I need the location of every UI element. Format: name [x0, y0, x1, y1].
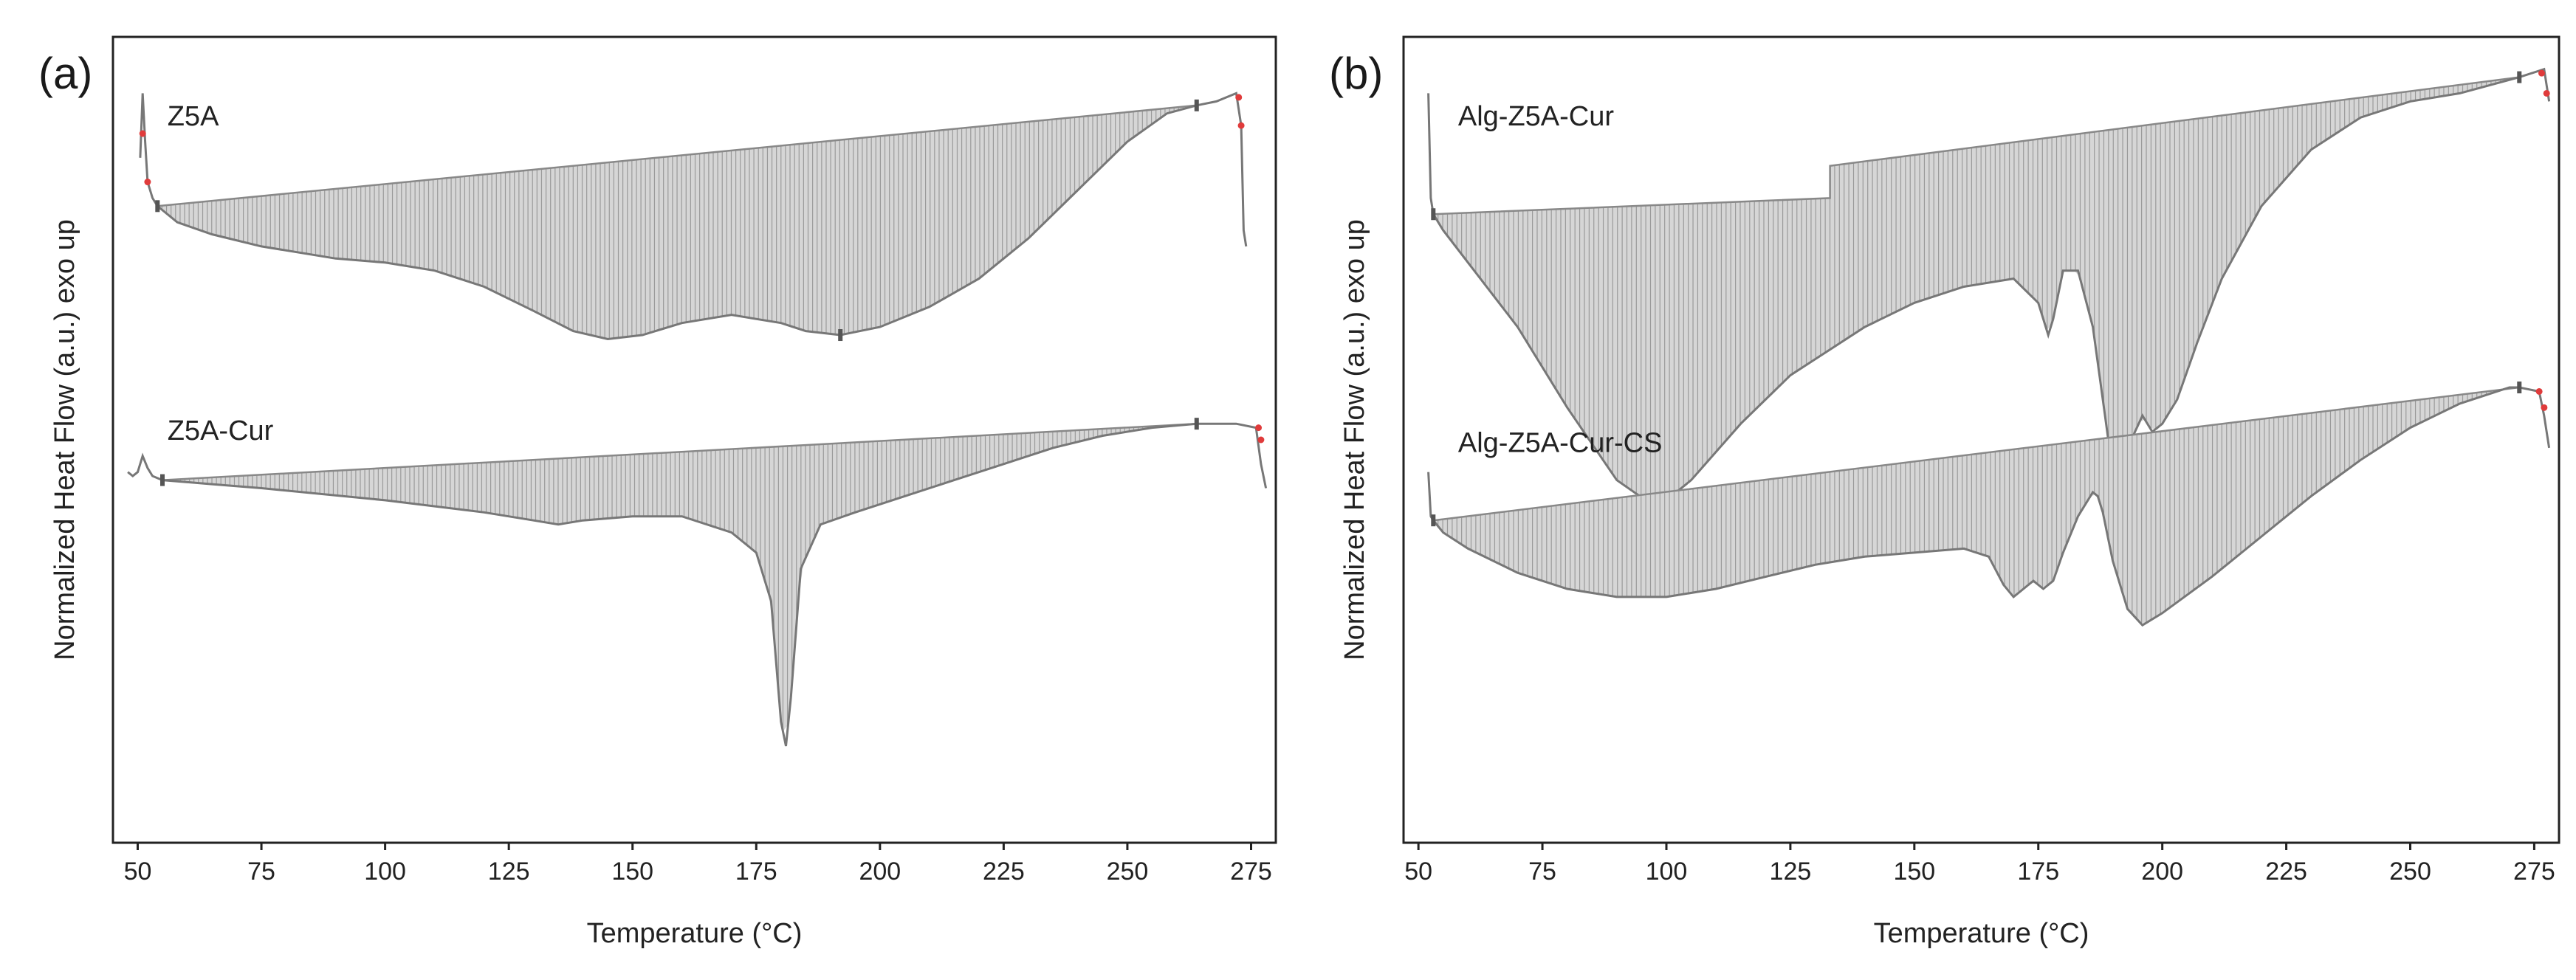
x-tick-label: 275 [2513, 858, 2555, 886]
x-axis-title: Temperature (°C) [587, 918, 803, 949]
x-tick-label: 50 [1404, 858, 1432, 886]
curve-label: Z5A [168, 101, 219, 132]
event-marker [1237, 122, 1245, 129]
x-tick-label: 150 [611, 858, 653, 886]
event-marker [139, 130, 146, 137]
integration-baseline [162, 422, 1197, 481]
dsc-curve-line [1427, 67, 2551, 506]
series-b-2: Alg-Z5A-Cur-CS [1427, 382, 2551, 627]
integration-limit-marker [1431, 208, 1436, 221]
event-marker [1257, 436, 1265, 444]
integration-baseline [157, 104, 1197, 207]
series-a-2: Z5A-Cur [127, 415, 1268, 747]
integration-hatching [166, 424, 1193, 732]
x-tick-label: 75 [247, 858, 275, 886]
integration-limit-marker [2517, 382, 2522, 394]
event-marker [2538, 69, 2545, 77]
x-tick-label: 100 [364, 858, 406, 886]
panel-a-chart: (a) Z5A Z5A-Cur 50 75 100 125 150 175 200 225 250 27… [38, 35, 1277, 949]
panel-b-chart: (b) Alg-Z5A-Cur Alg-Z5A-Cur-CS 50 75 100 125 15… [1329, 35, 2560, 949]
integration-limit-marker [1194, 418, 1199, 430]
integration-limit-marker [1194, 99, 1199, 111]
x-tick-label: 125 [488, 858, 530, 886]
event-marker [144, 179, 151, 186]
integration-limit-marker [1431, 514, 1436, 527]
curve-label: Z5A-Cur [168, 415, 274, 446]
curve-label: Alg-Z5A-Cur [1458, 101, 1614, 132]
dsc-curve-line [139, 92, 1248, 341]
x-tick-label: 250 [2389, 858, 2431, 886]
x-tick-label: 225 [983, 858, 1025, 886]
y-axis-title: Normalized Heat Flow (a.u.) exo up [1339, 219, 1370, 660]
event-marker [1255, 424, 1263, 432]
integration-limit-marker [2517, 71, 2522, 83]
x-tick-label: 100 [1646, 858, 1688, 886]
integration-area [162, 424, 1197, 732]
integration-limit-marker [160, 474, 165, 486]
integration-hatching [1438, 77, 2515, 504]
curve-label: Alg-Z5A-Cur-CS [1458, 427, 1663, 458]
dsc-curve-line [1427, 386, 2551, 627]
x-tick-label: 275 [1230, 858, 1272, 886]
x-tick-label: 200 [859, 858, 901, 886]
integration-limit-marker [838, 329, 843, 342]
event-marker [2541, 404, 2548, 411]
event-marker [2543, 89, 2550, 97]
plot-frame [111, 35, 1277, 844]
series-b-1: Alg-Z5A-Cur [1427, 67, 2551, 506]
x-tick-label: 150 [1893, 858, 1935, 886]
x-tick-label: 225 [2265, 858, 2307, 886]
x-tick-label: 175 [735, 858, 777, 886]
panel-label-b: (b) [1329, 49, 1383, 98]
integration-limit-marker [155, 200, 160, 213]
x-tick-label: 250 [1107, 858, 1149, 886]
x-tick-label: 175 [2017, 858, 2059, 886]
event-marker [1235, 94, 1243, 101]
x-tick-label: 75 [1528, 858, 1556, 886]
x-tick-label: 125 [1770, 858, 1812, 886]
integration-area [1433, 77, 2520, 504]
integration-baseline [1433, 386, 2520, 522]
panel-label-a: (a) [38, 49, 92, 98]
event-marker [2535, 387, 2543, 395]
plot-frame [1402, 35, 2560, 844]
series-a-1: Z5A [139, 92, 1248, 342]
integration-hatching [161, 106, 1193, 339]
x-tick-label: 50 [124, 858, 152, 886]
x-tick-label: 200 [2141, 858, 2183, 886]
y-axis-title: Normalized Heat Flow (a.u.) exo up [49, 219, 80, 660]
x-axis-title: Temperature (°C) [1874, 918, 2089, 949]
integration-hatching [1438, 387, 2515, 624]
integration-baseline [1433, 76, 2520, 215]
